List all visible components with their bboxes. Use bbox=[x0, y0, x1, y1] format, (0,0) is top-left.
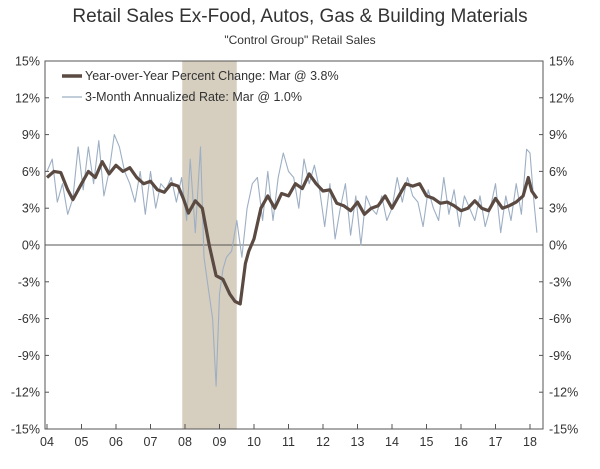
series-line-3mo bbox=[46, 134, 538, 387]
chart-subtitle: "Control Group" Retail Sales bbox=[224, 33, 376, 47]
y-tick-label-right: 12% bbox=[549, 91, 574, 105]
x-axis: 04 05 06 07 08 09 10 11 12 13 14 15 16 17 18 bbox=[40, 424, 537, 449]
series-layer bbox=[45, 134, 539, 387]
legend: Year-over-Year Percent Change: Mar @ 3.8… bbox=[62, 69, 339, 104]
y-tick-label-left: 6% bbox=[22, 165, 40, 179]
y-tick-label-right: 0% bbox=[549, 239, 567, 253]
y-tick-label-right: -15% bbox=[549, 423, 578, 437]
y-tick-label-left: -12% bbox=[11, 386, 40, 400]
y-tick-label-right: -12% bbox=[549, 386, 578, 400]
x-tick-label: 14 bbox=[385, 435, 399, 449]
x-tick-label: 18 bbox=[523, 435, 537, 449]
x-tick-label: 12 bbox=[316, 435, 330, 449]
y-tick-label-left: -6% bbox=[18, 312, 40, 326]
x-tick-label: 16 bbox=[454, 435, 468, 449]
x-tick-label: 11 bbox=[282, 435, 295, 449]
x-tick-label: 08 bbox=[178, 435, 192, 449]
x-tick-label: 05 bbox=[75, 435, 89, 449]
x-tick-label: 06 bbox=[109, 435, 123, 449]
y-tick-label-left: -15% bbox=[11, 423, 40, 437]
y-tick-label-right: -6% bbox=[549, 312, 571, 326]
y-tick-label-right: 15% bbox=[549, 55, 574, 69]
y-tick-label-right: 9% bbox=[549, 128, 567, 142]
x-tick-label: 10 bbox=[247, 435, 261, 449]
y-tick-label-left: 0% bbox=[22, 239, 40, 253]
series-line-yoy bbox=[45, 160, 539, 306]
legend-label-3mo: 3-Month Annualized Rate: Mar @ 1.0% bbox=[85, 90, 302, 104]
legend-label-yoy: Year-over-Year Percent Change: Mar @ 3.8… bbox=[85, 69, 339, 83]
right-y-axis: 15% 12% 9% 6% 3% 0% -3% -6% -9% -12% -15% bbox=[539, 55, 578, 437]
x-tick-label: 04 bbox=[40, 435, 54, 449]
left-y-axis: 15% 12% 9% 6% 3% 0% -3% -6% -9% -12% -15% bbox=[11, 55, 49, 437]
x-tick-label: 13 bbox=[351, 435, 365, 449]
y-tick-label-left: -9% bbox=[18, 349, 40, 363]
chart-title: Retail Sales Ex-Food, Autos, Gas & Build… bbox=[72, 6, 528, 27]
x-tick-label: 09 bbox=[213, 435, 227, 449]
x-tick-label: 07 bbox=[144, 435, 158, 449]
x-tick-label: 15 bbox=[420, 435, 434, 449]
y-tick-label-right: 6% bbox=[549, 165, 567, 179]
y-tick-label-left: 3% bbox=[22, 202, 40, 216]
y-tick-label-right: -3% bbox=[549, 275, 571, 289]
y-tick-label-right: -9% bbox=[549, 349, 571, 363]
y-tick-label-right: 3% bbox=[549, 202, 567, 216]
y-tick-label-left: 12% bbox=[15, 91, 40, 105]
y-tick-label-left: 15% bbox=[15, 55, 40, 69]
y-tick-label-left: 9% bbox=[22, 128, 40, 142]
x-tick-label: 17 bbox=[489, 435, 503, 449]
y-tick-label-left: -3% bbox=[18, 275, 40, 289]
